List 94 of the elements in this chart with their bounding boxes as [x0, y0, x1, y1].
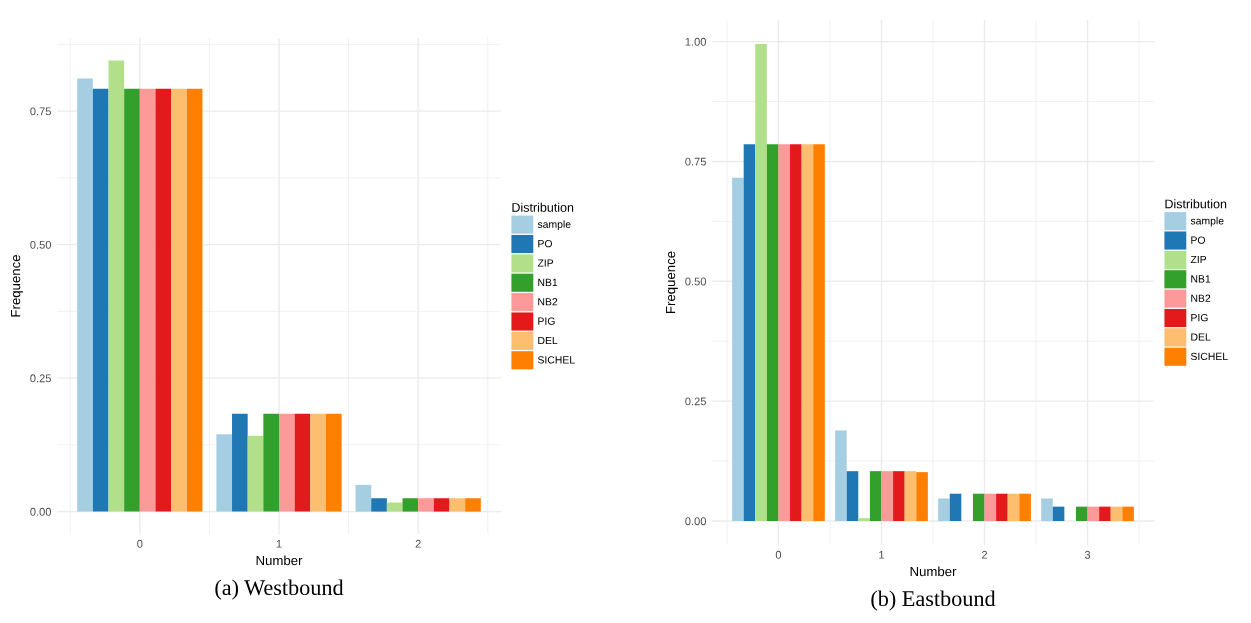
bar	[904, 471, 917, 522]
y-tick-label: 0.00	[30, 507, 52, 516]
bar	[938, 498, 950, 522]
legend-label: DEL	[1191, 333, 1211, 341]
bar	[766, 144, 779, 522]
bar	[77, 78, 93, 512]
bar	[996, 493, 1008, 522]
bar	[893, 471, 905, 522]
bar	[869, 471, 882, 522]
x-tick-label: 0	[775, 550, 782, 559]
y-tick-label: 0.75	[685, 157, 706, 166]
bar	[813, 144, 825, 522]
bar	[778, 144, 791, 522]
y-tick-label: 0.00	[685, 517, 707, 526]
x-axis-title: Number	[910, 566, 957, 577]
legend-label: sample	[537, 220, 571, 231]
bar	[1110, 506, 1123, 522]
bar	[1075, 506, 1088, 522]
legend-label: PIG	[1191, 313, 1208, 322]
y-tick-label: 0.50	[685, 277, 707, 286]
bar	[1087, 506, 1100, 522]
bar	[418, 498, 434, 512]
bar	[972, 493, 985, 522]
bar	[1041, 498, 1053, 522]
legend-label: PO	[1191, 236, 1206, 244]
bar	[402, 498, 419, 512]
legend-title: Distribution	[1165, 199, 1227, 209]
bar	[216, 434, 233, 512]
bar	[186, 88, 203, 512]
legend-label: ZIP	[537, 259, 554, 267]
x-axis-title: Number	[256, 555, 303, 566]
x-tick-label: 0	[137, 539, 143, 548]
x-tick-label: 2	[981, 550, 988, 559]
bar	[386, 502, 403, 512]
bar	[171, 88, 187, 512]
bar	[449, 498, 466, 512]
y-tick-label: 0.25	[30, 374, 51, 383]
legend-label: NB1	[538, 278, 558, 286]
bar	[310, 413, 326, 512]
bar	[124, 88, 140, 512]
bar	[790, 144, 802, 522]
legend-title: Distribution	[512, 202, 574, 212]
legend-label: PO	[538, 239, 553, 248]
legend-label: NB2	[1191, 294, 1211, 302]
text: (b) Eastbound	[871, 590, 996, 611]
text: (a) Westbound	[215, 579, 344, 600]
bar	[732, 177, 744, 522]
bar	[755, 43, 767, 522]
y-axis-title: Frequence	[11, 255, 23, 317]
bar	[858, 518, 870, 522]
legend-label: PIG	[538, 317, 555, 325]
bar	[1052, 506, 1065, 522]
bar	[433, 498, 450, 512]
x-tick-label: 2	[415, 539, 421, 548]
bar	[1019, 493, 1031, 522]
bar	[835, 430, 847, 522]
bar	[279, 413, 295, 512]
bar	[371, 498, 387, 512]
y-axis-title: Frequence	[666, 251, 678, 313]
bar	[294, 413, 311, 512]
legend-label: DEL	[538, 336, 558, 345]
bar	[916, 472, 928, 522]
bar	[108, 60, 125, 512]
bar	[247, 435, 264, 512]
bar	[325, 413, 342, 512]
bar	[1007, 493, 1020, 522]
bar	[984, 493, 997, 522]
bar	[1099, 506, 1111, 522]
x-tick-label: 1	[276, 539, 282, 548]
bar	[743, 144, 756, 522]
y-tick-label: 1.00	[685, 37, 707, 46]
bar	[355, 484, 372, 512]
bar	[465, 498, 481, 512]
bar	[949, 493, 962, 522]
bar	[155, 88, 172, 512]
legend-label: sample	[1190, 216, 1224, 227]
bar	[232, 413, 248, 512]
y-tick-label: 0.25	[685, 397, 706, 406]
bar	[881, 471, 894, 522]
y-tick-label: 0.75	[30, 107, 51, 116]
legend-label: SICHEL	[537, 356, 575, 364]
bar	[801, 144, 814, 522]
x-tick-label: 3	[1084, 550, 1091, 559]
bar	[263, 413, 279, 512]
y-tick-label: 0.50	[30, 240, 52, 249]
legend-label: ZIP	[1190, 255, 1207, 264]
bar	[92, 88, 109, 512]
bar	[139, 88, 156, 512]
legend-label: SICHEL	[1190, 352, 1228, 361]
bar	[846, 471, 859, 522]
x-tick-label: 1	[879, 550, 885, 559]
bar	[1122, 506, 1134, 522]
legend-label: NB2	[538, 298, 558, 306]
legend-label: NB1	[1191, 275, 1211, 283]
